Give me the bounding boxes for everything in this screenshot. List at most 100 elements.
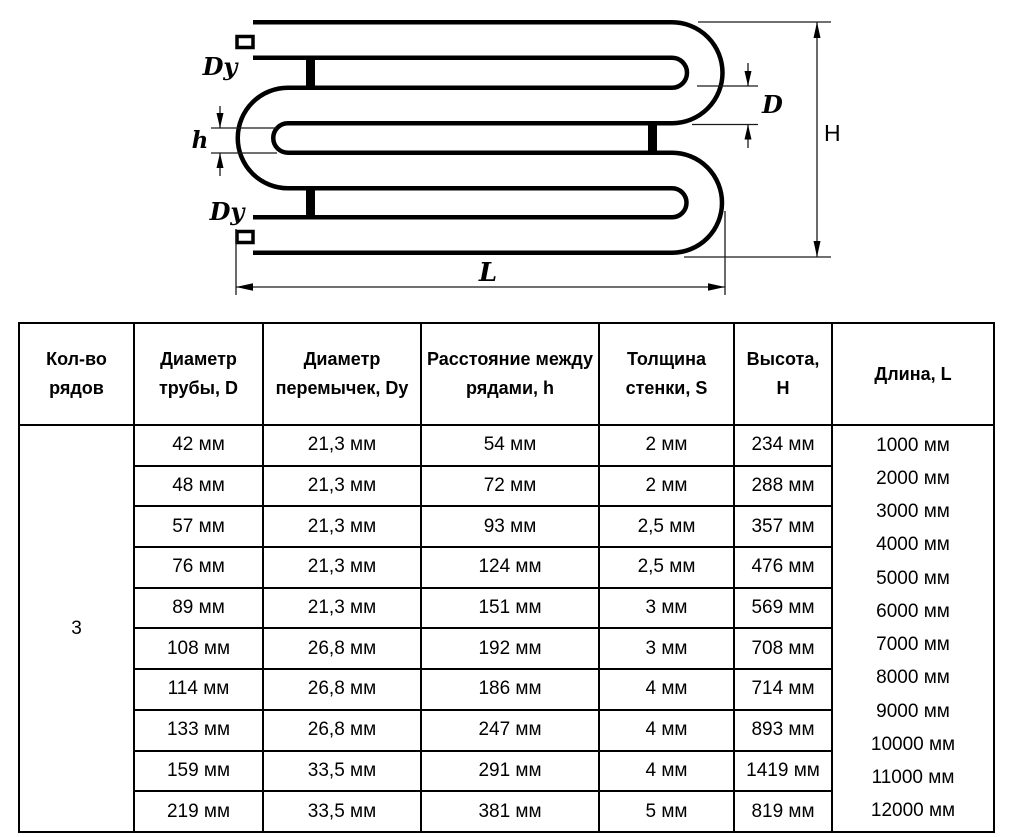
cell-height: 357 мм <box>733 505 833 549</box>
length-option: 7000 мм <box>876 634 950 656</box>
table-row: 219 мм 33,5 мм 381 мм 5 мм 819 мм <box>19 790 994 833</box>
col-header-height: Высота, Н <box>733 322 833 426</box>
stub-connector-top <box>235 34 255 50</box>
cell-pipe-diameter: 114 мм <box>133 668 264 711</box>
col-header-pipe-diameter: Диаметр трубы, D <box>133 322 264 426</box>
table-row: 57 мм 21,3 мм 93 мм 2,5 мм 357 мм <box>19 505 994 549</box>
cell-wall-thickness: 3 мм <box>598 627 735 671</box>
table-row: 114 мм 26,8 мм 186 мм 4 мм 714 мм <box>19 668 994 711</box>
cell-wall-thickness: 2,5 мм <box>598 505 735 549</box>
cell-height: 569 мм <box>733 586 833 630</box>
table-row: 108 мм 26,8 мм 192 мм 3 мм 708 мм <box>19 627 994 671</box>
cell-pipe-diameter: 76 мм <box>133 546 264 589</box>
table-row: 48 мм 21,3 мм 72 мм 2 мм 288 мм <box>19 464 994 508</box>
cell-wall-thickness: 2,5 мм <box>598 546 735 589</box>
arrowhead <box>744 71 752 86</box>
length-option: 4000 мм <box>876 534 950 556</box>
col-header-rows-count: Кол-во рядов <box>18 322 135 426</box>
dimension-D <box>692 63 758 148</box>
cell-jumper-diameter: 26,8 мм <box>262 627 422 671</box>
col-header-length: Длина, L <box>831 322 995 426</box>
jumper-top-left <box>306 57 315 90</box>
H-label: H <box>824 120 841 146</box>
jumper-pipes <box>306 57 657 219</box>
cell-row-spacing: 151 мм <box>420 586 600 630</box>
cell-pipe-diameter: 133 мм <box>133 708 264 752</box>
cell-pipe-diameter: 48 мм <box>133 464 264 508</box>
cell-jumper-diameter: 21,3 мм <box>262 586 422 630</box>
cell-pipe-diameter: 159 мм <box>133 749 264 793</box>
table-row: 89 мм 21,3 мм 151 мм 3 мм 569 мм <box>19 586 994 630</box>
table-row: 3 42 мм 21,3 мм 54 мм 2 мм 234 мм 1000 м… <box>18 424 995 833</box>
stub-connector-bottom <box>235 229 255 245</box>
table-row: 133 мм 26,8 мм 247 мм 4 мм 893 мм <box>19 708 994 752</box>
cell-wall-thickness: 4 мм <box>598 708 735 752</box>
Dy-label-bottom: Dy <box>209 197 247 226</box>
L-label: L <box>478 258 497 288</box>
dimension-L <box>235 211 726 295</box>
cell-row-spacing: 192 мм <box>420 627 600 671</box>
cell-height: 234 мм <box>733 424 833 467</box>
cell-jumper-diameter: 21,3 мм <box>262 424 422 467</box>
cell-row-spacing: 247 мм <box>420 708 600 752</box>
length-option: 3000 мм <box>876 501 950 523</box>
cell-wall-thickness: 4 мм <box>598 668 735 711</box>
arrowhead <box>813 22 821 38</box>
cell-jumper-diameter: 33,5 мм <box>262 790 422 833</box>
serpentine-register-diagram: h D H L Dy Dy <box>192 19 841 295</box>
col-header-wall-thickness: Толщина стенки, S <box>598 322 735 426</box>
arrowhead <box>744 124 752 140</box>
arrowhead <box>708 283 725 291</box>
cell-height: 1419 мм <box>733 749 833 793</box>
D-label: D <box>761 90 783 119</box>
col-header-jumper-diameter: Диаметр перемычек, Dy <box>262 322 422 426</box>
arrowhead <box>813 241 821 257</box>
rows-count-cell: 3 <box>18 424 135 833</box>
length-option: 8000 мм <box>876 667 950 689</box>
jumper-bottom-left <box>306 187 315 219</box>
length-option: 2000 мм <box>876 467 950 489</box>
cell-row-spacing: 124 мм <box>420 546 600 589</box>
cell-wall-thickness: 2 мм <box>598 424 735 467</box>
cell-jumper-diameter: 26,8 мм <box>262 668 422 711</box>
table-row: 76 мм 21,3 мм 124 мм 2,5 мм 476 мм <box>19 546 994 589</box>
cell-row-spacing: 291 мм <box>420 749 600 793</box>
cell-jumper-diameter: 21,3 мм <box>262 546 422 589</box>
cell-row-spacing: 186 мм <box>420 668 600 711</box>
header-row: Кол-во рядов Диаметр трубы, D Диаметр пе… <box>18 322 995 426</box>
dimension-H <box>684 21 831 258</box>
h-label: h <box>192 127 209 154</box>
cell-jumper-diameter: 26,8 мм <box>262 708 422 752</box>
table-row: 159 мм 33,5 мм 291 мм 4 мм 1419 мм <box>19 749 994 793</box>
arrowhead <box>216 153 224 168</box>
arrowhead <box>236 283 253 291</box>
cell-height: 819 мм <box>733 790 833 833</box>
jumper-middle-right <box>648 122 657 154</box>
cell-pipe-diameter: 89 мм <box>133 586 264 630</box>
cell-height: 714 мм <box>733 668 833 711</box>
cell-pipe-diameter: 57 мм <box>133 505 264 549</box>
pipe-bore <box>240 24 721 251</box>
length-option: 10000 мм <box>870 733 956 755</box>
Dy-label-top: Dy <box>202 52 240 81</box>
cell-height: 476 мм <box>733 546 833 589</box>
cell-wall-thickness: 5 мм <box>598 790 735 833</box>
length-option: 1000 мм <box>876 434 950 456</box>
cell-wall-thickness: 3 мм <box>598 586 735 630</box>
cell-pipe-diameter: 108 мм <box>133 627 264 671</box>
cell-height: 708 мм <box>733 627 833 671</box>
arrowhead <box>216 113 224 128</box>
col-header-row-spacing: Расстояние между рядами, h <box>420 322 600 426</box>
cell-pipe-diameter: 219 мм <box>133 790 264 833</box>
cell-wall-thickness: 2 мм <box>598 464 735 508</box>
specification-table: Кол-во рядов Диаметр трубы, D Диаметр пе… <box>18 322 995 833</box>
cell-height: 893 мм <box>733 708 833 752</box>
cell-jumper-diameter: 33,5 мм <box>262 749 422 793</box>
dimension-h <box>211 106 277 176</box>
length-option: 6000 мм <box>876 600 950 622</box>
length-options: 1000 мм 2000 мм 3000 мм 4000 мм 5000 мм … <box>836 427 990 830</box>
cell-row-spacing: 72 мм <box>420 464 600 508</box>
length-option: 11000 мм <box>871 767 955 789</box>
cell-height: 288 мм <box>733 464 833 508</box>
